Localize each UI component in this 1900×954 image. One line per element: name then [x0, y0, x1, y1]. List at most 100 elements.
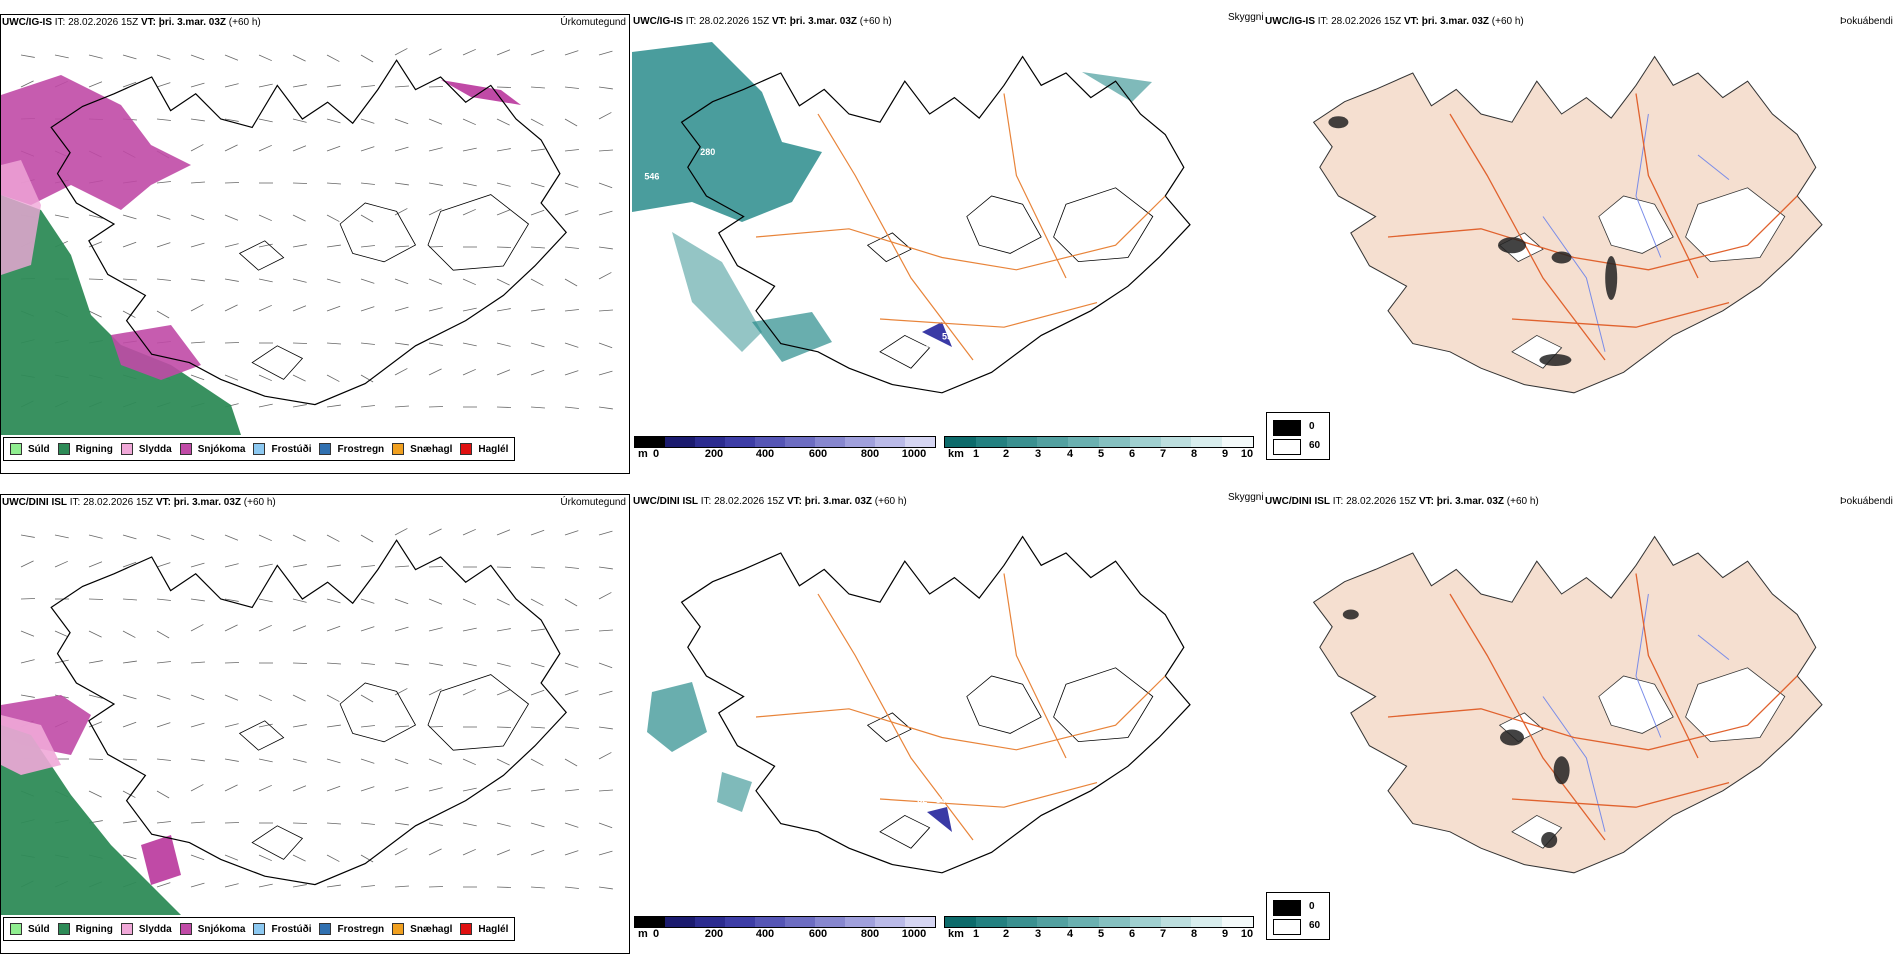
wind-barb — [191, 375, 204, 380]
wind-barb — [531, 119, 543, 126]
fog-legend: 0 60 — [1266, 892, 1330, 940]
wind-barb — [463, 148, 477, 151]
visibility-title: Skyggni — [1228, 492, 1264, 503]
precip-map — [1, 515, 629, 935]
wind-barb — [429, 759, 442, 764]
wind-barb — [123, 242, 136, 247]
wind-barb — [497, 183, 511, 186]
wind-barb — [327, 279, 340, 283]
wind-barb — [565, 727, 579, 728]
legend-item-slydda: Slydda — [121, 443, 172, 455]
wind-barb — [191, 535, 204, 540]
colorbar-cell — [1130, 437, 1161, 447]
glacier-outline — [340, 203, 415, 262]
wind-barb — [293, 306, 306, 311]
wind-barb — [55, 631, 68, 637]
wind-barb — [123, 695, 136, 699]
glacier-outline — [340, 683, 415, 742]
wind-barb — [123, 631, 135, 638]
wind-barb — [531, 530, 544, 535]
wind-barb — [259, 884, 273, 887]
glacier-outline — [880, 335, 930, 368]
wind-barb — [293, 279, 307, 282]
wind-barb — [599, 343, 612, 348]
fog-map — [1264, 32, 1884, 442]
wind-barb — [259, 599, 273, 602]
wind-barb — [191, 182, 205, 183]
glacier-outline — [252, 826, 302, 860]
wind-barb — [361, 599, 374, 603]
wind-barb — [157, 695, 170, 699]
wind-barb — [395, 627, 408, 631]
wind-barb — [531, 183, 544, 187]
wind-barb — [429, 599, 442, 604]
wind-barb — [123, 855, 136, 859]
wind-barb — [361, 823, 375, 824]
colorbar-cell — [976, 917, 1007, 927]
wind-barb — [327, 146, 340, 151]
model-name: UWC/IG-IS — [2, 17, 52, 28]
low-vis-area — [717, 772, 752, 812]
wind-barb — [191, 624, 203, 631]
wind-barb — [463, 823, 477, 826]
wind-barb — [599, 87, 613, 89]
wind-barb — [531, 789, 545, 791]
wind-barb — [395, 406, 409, 407]
lead-time: (+60 h) — [875, 496, 907, 507]
wind-barb — [191, 723, 204, 727]
colorbar-cell — [695, 917, 725, 927]
wind-barb — [497, 823, 511, 826]
colorbar-cell — [905, 437, 935, 447]
wind-barb — [89, 631, 102, 637]
wind-barb — [259, 759, 273, 762]
colorbar-cell — [875, 917, 905, 927]
panel-header: UWC/DINI ISL IT: 28.02.2026 15Z VT: þri.… — [2, 497, 276, 508]
fog-swatch-high — [1273, 439, 1301, 455]
wind-barb — [497, 759, 510, 765]
wind-barb — [565, 150, 579, 151]
colorbar-cell — [815, 437, 845, 447]
wind-barb — [89, 55, 103, 58]
legend-item-rigning: Rigning — [58, 923, 113, 935]
legend-item-snaehagl: Snæhagl — [392, 443, 452, 455]
wind-barb — [463, 49, 476, 55]
colorbar-cell — [1007, 917, 1038, 927]
wind-barb — [395, 183, 409, 185]
wind-barb — [327, 626, 340, 631]
wind-barb — [395, 823, 409, 825]
precip-legend: Súld Rigning Slydda Snjókoma Frostúði Fr… — [3, 437, 515, 461]
wind-barb — [361, 183, 375, 184]
wind-barb — [497, 850, 510, 855]
wind-barb — [327, 343, 341, 344]
colorbar-cell — [875, 437, 905, 447]
wind-barb — [293, 695, 306, 701]
legend-item-snjokoma: Snjókoma — [180, 923, 246, 935]
colorbar-cell — [695, 437, 725, 447]
wind-barb — [327, 119, 340, 123]
wind-barb — [191, 784, 203, 791]
wind-barb — [361, 759, 374, 763]
wind-barb — [259, 855, 272, 861]
wind-barb — [327, 306, 340, 311]
swatch — [253, 443, 265, 455]
fog-area — [1539, 354, 1571, 366]
wind-barb — [497, 690, 510, 695]
wind-barb — [429, 308, 443, 311]
wind-barb — [395, 528, 407, 535]
wind-barb — [429, 183, 443, 185]
wind-barb — [531, 309, 545, 311]
wind-barb — [225, 785, 238, 791]
wind-barb — [361, 787, 374, 791]
wind-barb — [599, 183, 612, 188]
wind-barb — [531, 663, 544, 667]
swatch — [121, 443, 133, 455]
wind-barb — [531, 370, 544, 375]
wind-barb — [123, 535, 136, 539]
wind-barb — [599, 823, 612, 828]
wind-barb — [395, 368, 407, 375]
colorbar-cell — [635, 917, 665, 927]
wind-barb — [259, 535, 272, 541]
colorbar-cell — [1130, 917, 1161, 927]
colorbar-cell — [1161, 437, 1192, 447]
low-vis-area — [672, 232, 762, 352]
